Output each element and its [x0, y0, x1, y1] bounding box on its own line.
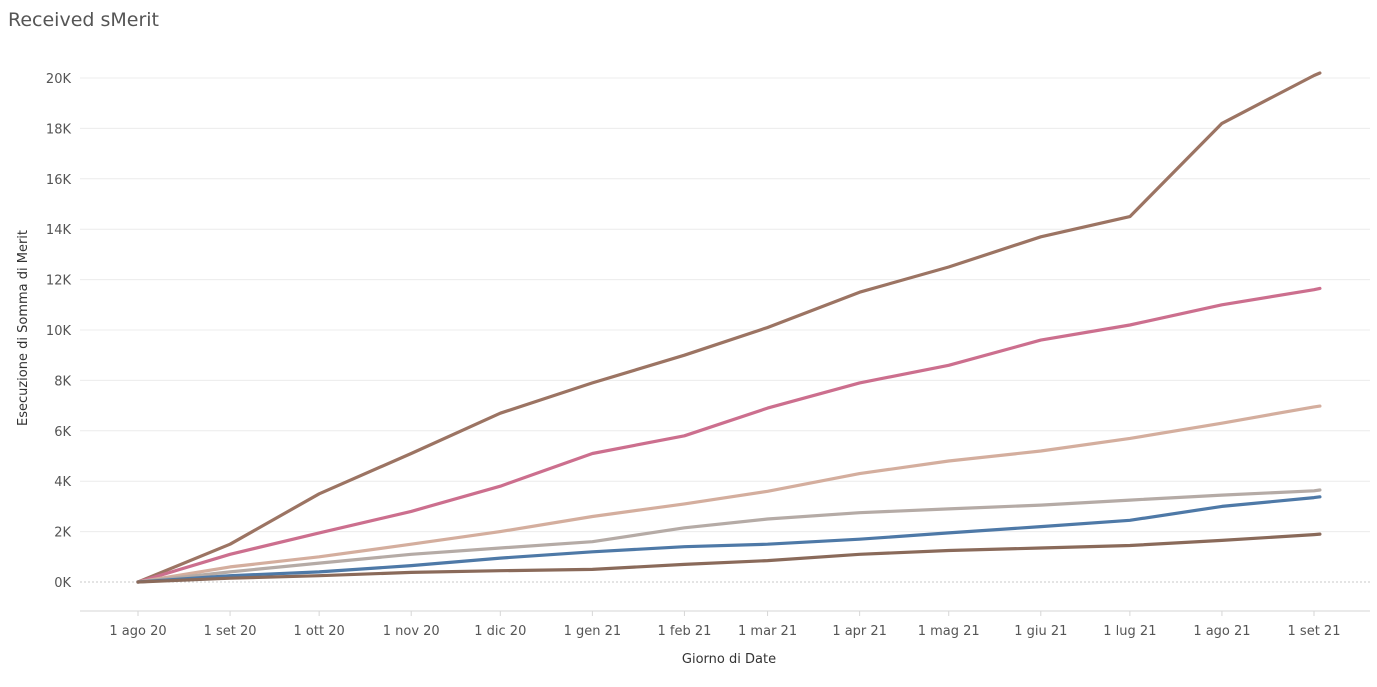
x-tick-label: 1 set 20	[204, 624, 257, 639]
y-tick-label: 4K	[54, 475, 71, 490]
series-lines	[136, 71, 1322, 584]
series-line-2	[136, 286, 1322, 584]
y-tick-label: 16K	[46, 173, 72, 188]
x-tick-label: 1 gen 21	[564, 624, 622, 639]
x-tick-label: 1 ott 20	[294, 624, 345, 639]
x-axis-title: Giorno di Date	[682, 652, 776, 667]
x-tick-label: 1 ago 20	[109, 624, 166, 639]
series-line-4	[136, 488, 1322, 584]
y-tick-label: 10K	[46, 324, 72, 339]
series-line-3	[136, 404, 1322, 584]
x-tick-label: 1 feb 21	[657, 624, 711, 639]
series-line-1	[136, 71, 1322, 584]
x-tick-label: 1 giu 21	[1014, 624, 1067, 639]
y-tick-label: 20K	[46, 72, 72, 87]
x-tick-label: 1 apr 21	[832, 624, 887, 639]
y-tick-label: 6K	[54, 425, 71, 440]
series-line-6	[136, 532, 1322, 584]
x-tick-label: 1 dic 20	[474, 624, 526, 639]
y-tick-label: 12K	[46, 274, 72, 289]
series-line-5	[136, 495, 1322, 584]
x-tick-label: 1 ago 21	[1193, 624, 1250, 639]
x-tick-label: 1 lug 21	[1103, 624, 1156, 639]
y-tick-label: 0K	[54, 576, 71, 591]
x-tick-label: 1 set 21	[1288, 624, 1341, 639]
y-tick-label: 14K	[46, 223, 72, 238]
y-tick-label: 2K	[54, 526, 71, 541]
x-tick-label: 1 mag 21	[918, 624, 980, 639]
x-axis-ticks: 1 ago 20 1 set 20 1 ott 20 1 nov 20 1 dic 20…	[109, 611, 1340, 639]
y-axis-ticks: 0K 2K 4K 6K 8K 10K 12K 14K 16K 18K 20K	[46, 72, 72, 591]
gridlines	[80, 77, 1370, 612]
y-tick-label: 18K	[46, 122, 72, 137]
y-tick-label: 8K	[54, 374, 71, 389]
chart-title: Received sMerit	[8, 9, 160, 31]
y-axis-title: Esecuzione di Somma di Merit	[16, 230, 31, 426]
x-tick-label: 1 nov 20	[383, 624, 440, 639]
x-tick-label: 1 mar 21	[738, 624, 797, 639]
